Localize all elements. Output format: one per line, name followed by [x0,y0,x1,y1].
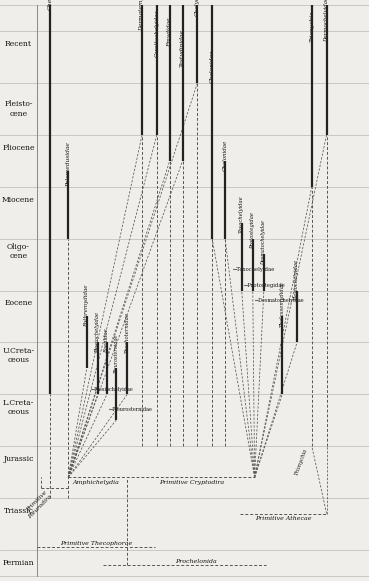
Text: Protostegidae: Protostegidae [250,212,255,249]
Text: ←Pleurosternidae: ←Pleurosternidae [109,407,153,413]
Text: Primitive
Pleurodira: Primitive Pleurodira [23,490,53,520]
Text: Bothremydidae: Bothremydidae [84,284,89,327]
Text: Thalassemydidae: Thalassemydidae [280,281,285,327]
Text: Chelonidae: Chelonidae [210,49,215,83]
Text: Pelomedusidae: Pelomedusidae [66,142,71,187]
Text: ←Plesiochelyidae: ←Plesiochelyidae [90,386,133,392]
Text: Toxochelyidae: Toxochelyidae [239,196,244,234]
Text: Pleurosternidae: Pleurosternidae [114,334,119,374]
Text: Primitive Athecae: Primitive Athecae [255,516,311,521]
Text: ←Desmatochelyidae: ←Desmatochelyidae [255,299,304,303]
Text: ←Protostegidae: ←Protostegidae [244,283,285,288]
Text: Carettochelyidae: Carettochelyidae [154,9,159,57]
Text: Trionychia: Trionychia [309,10,314,41]
Text: Trochoternidae: Trochoternidae [125,312,130,353]
Text: U.Creta-
ceous: U.Creta- ceous [2,347,35,364]
Text: Miocene: Miocene [2,196,35,204]
Text: Testudinidae: Testudinidae [180,30,185,67]
Text: Emydidae: Emydidae [167,17,172,46]
Text: Triassic: Triassic [4,507,33,515]
Text: Amphichelydia: Amphichelydia [72,480,120,485]
Text: L.Creta-
ceous: L.Creta- ceous [3,399,34,416]
Text: Dermochelyidae: Dermochelyidae [324,0,329,41]
Text: Chelydae: Chelydae [47,0,52,10]
Text: Permian: Permian [3,559,34,567]
Text: Prochelonida: Prochelonida [175,559,217,564]
Text: Jurassic: Jurassic [3,455,34,463]
Text: Dermatemydidae: Dermatemydidae [139,0,145,31]
Text: Chelonidae: Chelonidae [223,140,228,171]
Text: Plesiochelyidae: Plesiochelyidae [294,260,300,301]
Text: Primitive Cryptodira: Primitive Cryptodira [159,480,224,485]
Text: Baenidae: Baenidae [104,328,110,353]
Text: Eocene: Eocene [4,299,32,307]
Text: Plesiochelyidae: Plesiochelyidae [95,311,100,353]
Text: Oligo-
cene: Oligo- cene [7,243,30,260]
Text: Trionychia: Trionychia [294,447,308,476]
Text: Pleisto-
cene: Pleisto- cene [4,101,33,117]
Text: Recent: Recent [5,40,32,48]
Text: Chelydridae: Chelydridae [195,0,200,16]
Text: Desmatochelyidae: Desmatochelyidae [261,220,266,264]
Text: Primitive Thecophorae: Primitive Thecophorae [60,541,132,546]
Text: Pliocene: Pliocene [2,144,35,152]
Text: ←Toxochelyidae: ←Toxochelyidae [232,267,275,272]
